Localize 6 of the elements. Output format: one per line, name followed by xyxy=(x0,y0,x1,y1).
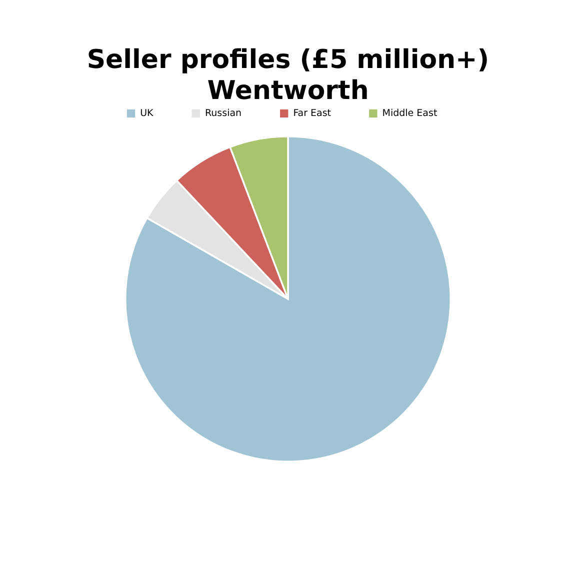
legend-label: UK xyxy=(140,108,154,120)
legend-label: Far East xyxy=(293,108,332,120)
legend-label: Middle East xyxy=(382,108,438,120)
chart-title: Seller profiles (£5 million+) Wentworth xyxy=(86,45,490,106)
legend-label: Russian xyxy=(204,108,242,120)
pie-slice xyxy=(124,136,452,462)
